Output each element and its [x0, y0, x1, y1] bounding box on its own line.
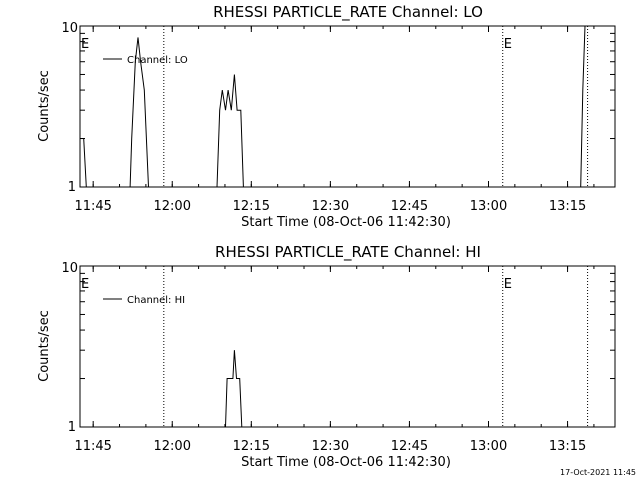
x-tick-label: 12:30: [312, 199, 349, 214]
y-tick-label-top: 10: [61, 261, 78, 276]
x-tick-label: 12:30: [312, 439, 349, 454]
x-tick-label: 11:45: [74, 199, 111, 214]
x-tick-label: 12:45: [391, 199, 428, 214]
y-tick-label-bottom: 1: [68, 420, 76, 435]
x-tick-label: 12:15: [233, 199, 270, 214]
footer-timestamp: 17-Oct-2021 11:45: [560, 468, 636, 477]
chart-title: RHESSI PARTICLE_RATE Channel: LO: [213, 3, 483, 22]
x-tick-label: 11:45: [74, 439, 111, 454]
series-line-lo: [80, 25, 586, 188]
x-tick-label: 12:00: [154, 199, 191, 214]
plot-frame: [79, 25, 616, 188]
y-axis-label: Counts/sec: [37, 310, 52, 382]
event-markers: E: [163, 266, 589, 427]
x-axis-label: Start Time (08-Oct-06 11:42:30): [241, 455, 451, 470]
series-line-hi: [80, 350, 615, 428]
event-marker-label: E: [504, 37, 512, 52]
x-tick-label: 13:15: [549, 439, 586, 454]
plot-frame: [79, 265, 616, 428]
y-tick-label-top: 10: [61, 21, 78, 36]
event-markers: E: [163, 26, 589, 187]
x-tick-label: 12:15: [233, 439, 270, 454]
x-tick-label: 13:00: [470, 439, 507, 454]
y-tick-label-bottom: 1: [68, 180, 76, 195]
chart-panel-hi: RHESSI PARTICLE_RATE Channel: HI 11:45 12…: [37, 243, 616, 470]
x-axis-label: Start Time (08-Oct-06 11:42:30): [241, 215, 451, 230]
x-tick-label: 12:45: [391, 439, 428, 454]
legend-label: Channel: LO: [127, 55, 188, 66]
x-axis-ticks: 11:45 12:00 12:15 12:30 12:45 13:00 13:15: [74, 266, 615, 454]
event-marker-label: E: [504, 277, 512, 292]
x-axis-ticks: 11:45 12:00 12:15 12:30 12:45 13:00 13:15: [74, 26, 615, 214]
x-tick-label: 13:00: [470, 199, 507, 214]
chart-panel-lo: RHESSI PARTICLE_RATE Channel: LO 11:45 12…: [37, 3, 616, 230]
legend-label: Channel: HI: [127, 295, 185, 306]
chart-title: RHESSI PARTICLE_RATE Channel: HI: [215, 243, 481, 262]
y-axis-label: Counts/sec: [37, 70, 52, 142]
x-tick-label: 13:15: [549, 199, 586, 214]
corner-marker-label: E: [81, 37, 89, 52]
corner-marker-label: E: [81, 277, 89, 292]
x-tick-label: 12:00: [154, 439, 191, 454]
